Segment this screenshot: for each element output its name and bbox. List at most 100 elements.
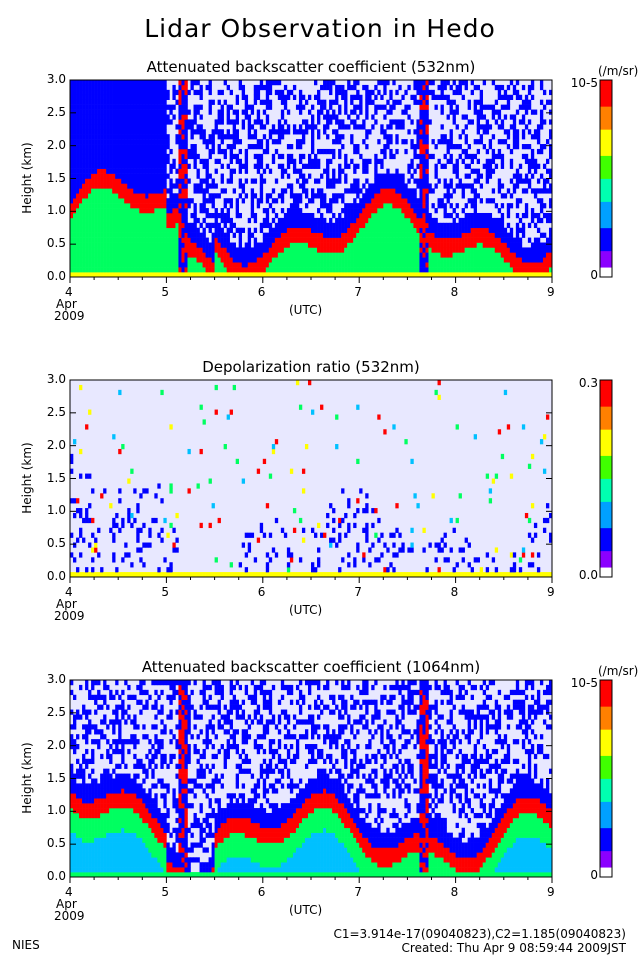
heatmap-cell — [398, 247, 402, 253]
heatmap-cell — [401, 542, 405, 548]
heatmap-cell — [301, 537, 306, 543]
heatmap-cell — [347, 552, 351, 558]
heatmap-cell — [118, 257, 122, 263]
heatmap-cell — [103, 153, 107, 160]
heatmap-cell — [118, 488, 122, 494]
heatmap-cell — [401, 547, 405, 553]
heatmap-cell — [205, 257, 209, 263]
heatmap-cell — [115, 203, 119, 209]
heatmap-cell — [112, 252, 116, 258]
heatmap-cell — [304, 272, 309, 278]
heatmap-cell — [256, 572, 261, 578]
heatmap-cell — [88, 232, 92, 238]
heatmap-cell — [521, 178, 526, 184]
heatmap-cell — [268, 99, 273, 105]
heatmap-cell — [127, 478, 131, 484]
heatmap-cell — [377, 247, 381, 253]
heatmap-cell — [85, 572, 89, 578]
heatmap-cell — [121, 232, 125, 238]
heatmap-cell — [109, 242, 113, 248]
heatmap-cell — [443, 153, 447, 160]
heatmap-cell — [151, 208, 155, 214]
heatmap-cell — [76, 109, 80, 115]
heatmap-cell — [184, 572, 188, 578]
heatmap-cell — [160, 163, 164, 169]
heatmap-cell — [392, 424, 396, 430]
heatmap-cell — [443, 232, 447, 238]
heatmap-cell — [311, 217, 315, 224]
heatmap-cell — [407, 114, 411, 120]
heatmap-cell — [241, 252, 246, 258]
heatmap-cell — [449, 572, 453, 578]
heatmap-cell — [112, 119, 116, 125]
heatmap-cell — [488, 198, 493, 204]
heatmap-cell — [88, 473, 92, 479]
heatmap-cell — [326, 267, 330, 273]
heatmap-cell — [97, 208, 101, 214]
heatmap-cell — [476, 557, 480, 563]
heatmap-cell — [229, 242, 233, 248]
heatmap-cell — [121, 153, 125, 160]
heatmap-cell — [82, 198, 86, 204]
heatmap-cell — [79, 212, 83, 219]
heatmap-cell — [130, 562, 134, 568]
heatmap-cell — [398, 212, 402, 219]
heatmap-cell — [85, 109, 89, 115]
heatmap-cell — [410, 212, 414, 219]
heatmap-cell — [503, 232, 508, 238]
heatmap-cell — [548, 227, 553, 233]
heatmap-cell — [488, 257, 493, 263]
heatmap-cell — [244, 163, 249, 169]
heatmap-cell — [133, 80, 137, 86]
heatmap-cell — [344, 104, 348, 110]
heatmap-cell — [425, 80, 429, 86]
heatmap-cell — [488, 168, 493, 174]
heatmap-cell — [157, 242, 161, 248]
heatmap-cell — [283, 257, 288, 263]
heatmap-cell — [317, 272, 321, 278]
heatmap-cell — [383, 178, 387, 184]
heatmap-cell — [395, 183, 399, 189]
heatmap-cell — [307, 267, 312, 273]
heatmap-cell — [449, 144, 453, 150]
heatmap-cell — [407, 572, 411, 578]
heatmap-cell — [389, 257, 393, 263]
heatmap-cell — [160, 227, 164, 233]
heatmap-cell — [193, 158, 197, 165]
heatmap-cell — [521, 232, 526, 238]
heatmap-cell — [464, 212, 468, 219]
heatmap-cell — [298, 247, 303, 253]
heatmap-cell — [434, 183, 438, 189]
heatmap-cell — [335, 257, 339, 263]
heatmap-cell — [73, 542, 77, 548]
heatmap-cell — [259, 158, 264, 165]
heatmap-cell — [443, 222, 447, 229]
heatmap-cell — [329, 99, 333, 105]
heatmap-cell — [304, 163, 309, 169]
heatmap-cell — [458, 572, 462, 578]
heatmap-cell — [464, 163, 468, 169]
heatmap-cell — [542, 262, 547, 268]
heatmap-cell — [178, 188, 182, 194]
heatmap-cell — [401, 262, 405, 268]
heatmap-cell — [106, 203, 110, 209]
heatmap-cell — [196, 267, 200, 273]
heatmap-cell — [425, 183, 429, 189]
heatmap-cell — [398, 572, 402, 578]
heatmap-cell — [377, 257, 381, 263]
heatmap-cell — [431, 217, 435, 224]
heatmap-cell — [353, 572, 357, 578]
heatmap-cell — [301, 272, 306, 278]
heatmap-cell — [73, 272, 77, 278]
heatmap-cell — [145, 208, 149, 214]
heatmap-cell — [452, 168, 456, 174]
heatmap-cell — [70, 267, 74, 273]
heatmap-cell — [362, 158, 366, 165]
heatmap-cell — [70, 153, 74, 160]
heatmap-cell — [407, 188, 411, 194]
heatmap-cell — [97, 153, 101, 160]
heatmap-cell — [383, 84, 387, 91]
heatmap-cell — [425, 572, 429, 578]
heatmap-cell — [476, 222, 480, 229]
heatmap-cell — [76, 183, 80, 189]
